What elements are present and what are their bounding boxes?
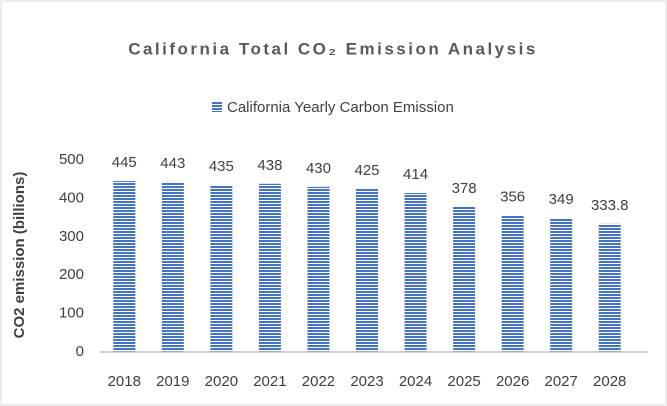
x-tick-label: 2018 [108, 373, 141, 390]
x-tick-label: 2028 [593, 373, 626, 390]
y-tick-label: 200 [59, 266, 84, 283]
data-label: 333.8 [591, 197, 629, 214]
x-tick-label: 2019 [156, 373, 189, 390]
bar [598, 223, 621, 352]
x-tick-label: 2026 [496, 373, 529, 390]
bar [161, 181, 184, 352]
y-tick-label: 500 [59, 151, 84, 168]
data-label: 438 [257, 157, 282, 174]
x-tick-label: 2022 [302, 373, 335, 390]
y-tick-label: 100 [59, 305, 84, 322]
bar [210, 184, 233, 352]
bar [550, 217, 573, 352]
x-tick-label: 2023 [350, 373, 383, 390]
y-tick-label: 300 [59, 228, 84, 245]
data-label: 425 [354, 162, 379, 179]
data-label: 445 [112, 154, 137, 171]
chart-title: California Total CO₂ Emission Analysis [128, 39, 538, 58]
bar [307, 186, 330, 352]
data-label: 430 [306, 160, 331, 177]
x-tick-label: 2020 [205, 373, 238, 390]
bar [356, 188, 378, 352]
legend-label: California Yearly Carbon Emission [227, 99, 454, 116]
y-axis-label: CO2 emission (billions) [11, 172, 28, 339]
legend-swatch [212, 102, 222, 112]
data-label: 435 [209, 158, 234, 175]
data-label: 356 [500, 188, 525, 205]
bar [453, 206, 476, 352]
x-tick-label: 2025 [447, 373, 480, 390]
x-tick-label: 2024 [399, 373, 432, 390]
data-label: 349 [549, 191, 574, 208]
bar [501, 215, 524, 352]
data-label: 414 [403, 166, 428, 183]
x-tick-label: 2027 [544, 373, 577, 390]
x-tick-label: 2021 [253, 373, 286, 390]
bar [113, 181, 136, 352]
bar [258, 183, 281, 352]
y-tick-label: 0 [76, 343, 84, 360]
y-tick-label: 400 [59, 189, 84, 206]
data-label: 443 [160, 155, 185, 172]
bar [404, 193, 427, 352]
data-label: 378 [452, 180, 477, 197]
